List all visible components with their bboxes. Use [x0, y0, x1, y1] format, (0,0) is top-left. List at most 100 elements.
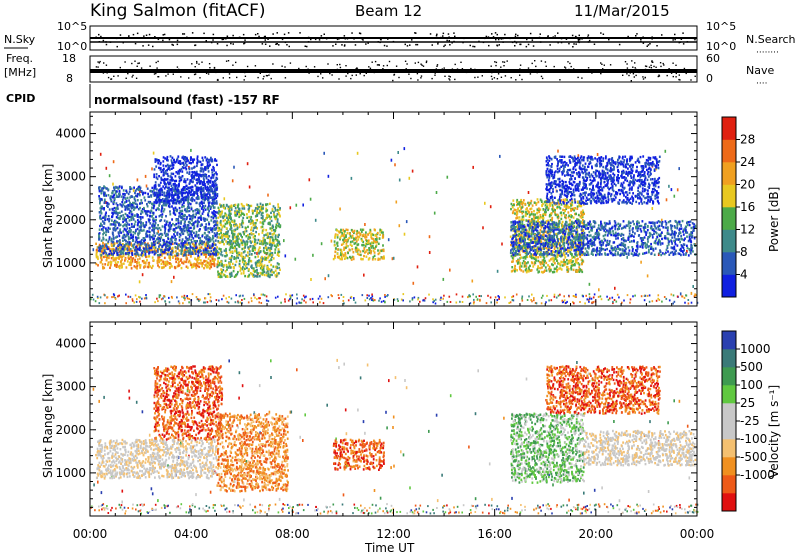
echo-cell — [205, 223, 208, 226]
echo-cell — [250, 232, 253, 235]
echo-cell — [358, 235, 361, 239]
echo-cell — [269, 217, 271, 220]
echo-cell — [204, 228, 207, 231]
echo-cell — [140, 240, 142, 243]
echo-cell — [150, 235, 153, 239]
echo-cell — [216, 265, 219, 269]
nave-dot — [491, 78, 493, 80]
scatter-cell — [687, 299, 690, 301]
echo-cell — [225, 247, 227, 251]
echo-cell — [217, 236, 220, 239]
echo-cell — [247, 246, 249, 249]
echo-cell — [124, 212, 127, 216]
nsky-dot — [454, 35, 456, 38]
echo-cell — [228, 212, 231, 215]
echo-cell — [238, 210, 240, 213]
scatter-cell — [374, 299, 376, 302]
echo-cell — [193, 194, 195, 197]
echo-cell — [207, 250, 210, 253]
echo-cell — [164, 243, 167, 246]
nave-dot — [416, 72, 419, 75]
echo-cell — [100, 222, 102, 225]
echo-cell — [100, 250, 103, 253]
echo-cell — [241, 207, 244, 210]
echo-cell — [378, 237, 381, 240]
echo-cell — [525, 249, 528, 252]
echo-cell — [251, 247, 254, 250]
echo-cell — [102, 216, 104, 219]
nave-dot — [603, 64, 605, 66]
echo-cell — [123, 201, 126, 204]
echo-cell — [156, 241, 159, 244]
echo-cell — [158, 196, 161, 199]
nsky-dot — [565, 38, 568, 40]
echo-cell — [214, 194, 216, 198]
echo-cell — [200, 216, 202, 220]
echo-cell — [241, 247, 244, 251]
nave-dot — [503, 65, 505, 67]
echo-cell — [233, 266, 235, 270]
echo-cell — [218, 261, 221, 265]
scatter-cell — [683, 296, 686, 299]
echo-cell — [273, 211, 275, 214]
echo-cell — [271, 244, 274, 247]
echo-cell — [137, 219, 139, 222]
echo-cell — [157, 250, 159, 253]
echo-cell — [170, 172, 173, 175]
echo-cell — [369, 248, 372, 252]
scatter-cell — [588, 297, 591, 300]
nsky-dot — [267, 38, 269, 40]
scatter-cell — [693, 295, 696, 298]
echo-cell — [116, 241, 118, 244]
echo-cell — [150, 209, 153, 212]
echo-cell — [200, 240, 203, 243]
echo-cell — [195, 248, 198, 251]
scatter-cell — [440, 296, 442, 299]
echo-cell — [204, 217, 207, 221]
nave-dot — [262, 78, 264, 80]
echo-cell — [225, 240, 228, 243]
echo-cell — [229, 205, 231, 208]
echo-cell — [182, 244, 184, 247]
echo-cell — [142, 191, 145, 194]
echo-cell — [355, 249, 358, 253]
echo-cell — [145, 223, 148, 227]
echo-cell — [156, 192, 158, 195]
echo-cell — [119, 255, 122, 259]
echo-cell — [141, 208, 144, 211]
nsky-dot — [448, 36, 450, 38]
nave-dot — [254, 65, 257, 67]
scatter-cell — [614, 286, 616, 290]
scatter-cell — [618, 296, 620, 299]
echo-cell — [528, 230, 530, 234]
echo-cell — [230, 257, 232, 260]
nave-dot — [600, 62, 602, 64]
echo-cell — [271, 209, 274, 212]
echo-cell — [270, 258, 273, 262]
nsky-dot — [674, 38, 676, 41]
echo-cell — [260, 260, 263, 263]
echo-cell — [140, 253, 143, 257]
echo-cell — [202, 193, 205, 197]
echo-cell — [346, 232, 349, 235]
nsky-dot — [162, 39, 164, 42]
echo-cell — [175, 222, 178, 226]
echo-cell — [172, 194, 175, 198]
nsky-dot — [495, 38, 497, 41]
echo-cell — [266, 215, 269, 218]
echo-cell — [125, 233, 128, 237]
echo-cell — [267, 255, 270, 258]
scatter-cell — [284, 254, 287, 258]
echo-cell — [160, 262, 163, 265]
nsky-dot — [299, 32, 301, 34]
echo-cell — [154, 234, 156, 238]
echo-cell — [169, 238, 172, 241]
echo-cell — [151, 215, 153, 218]
echo-cell — [196, 264, 199, 268]
echo-cell — [138, 215, 140, 219]
echo-cell — [222, 203, 225, 207]
echo-cell — [117, 195, 119, 198]
echo-cell — [240, 241, 243, 245]
echo-cell — [359, 228, 362, 231]
echo-cell — [204, 236, 206, 239]
